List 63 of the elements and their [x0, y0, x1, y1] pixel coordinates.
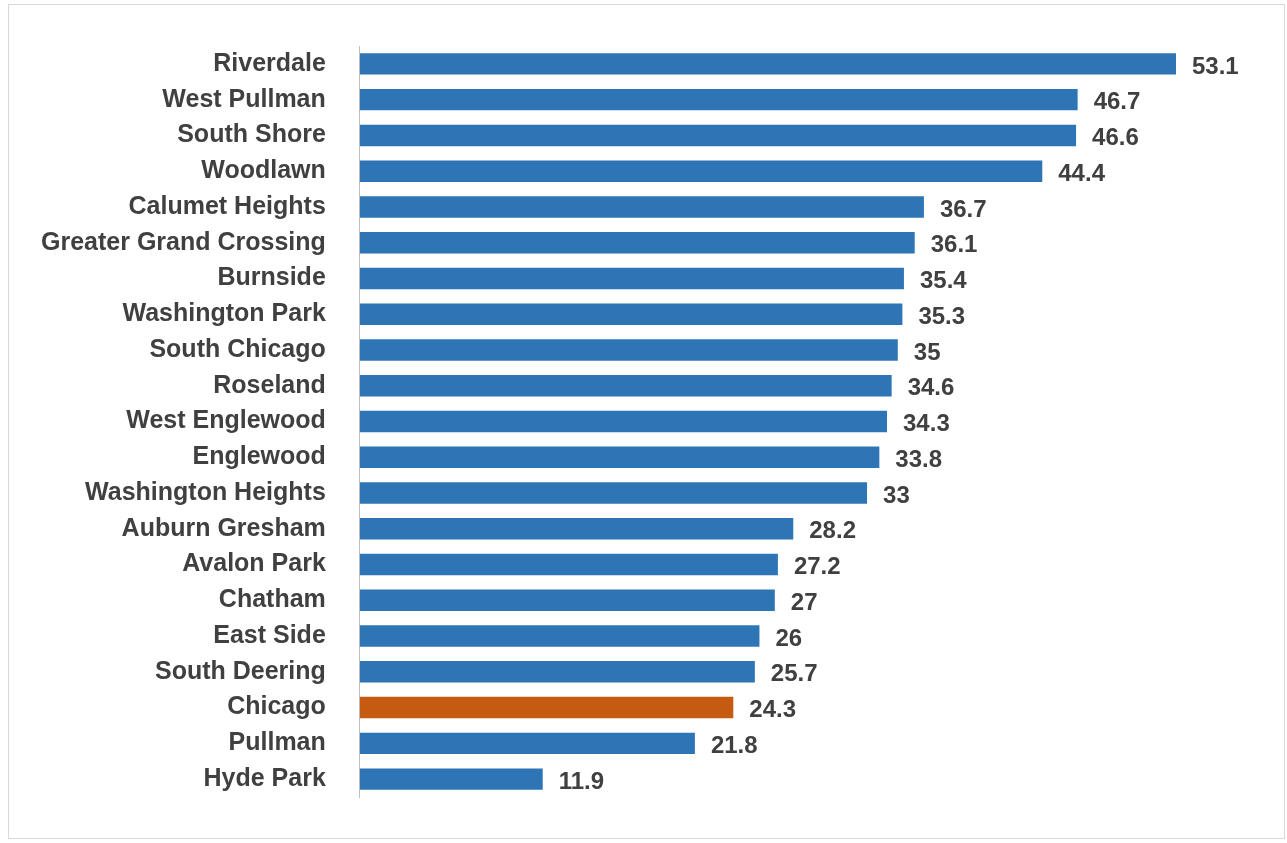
y-tick-label: Washington Heights [85, 476, 326, 505]
y-tick-label: Greater Grand Crossing [40, 226, 326, 255]
y-tick-label: South Chicago [149, 333, 326, 362]
bar [359, 625, 760, 647]
data-label: 34.3 [903, 409, 950, 437]
bar [359, 410, 888, 433]
bar [359, 196, 924, 218]
y-tick-label: Auburn Gresham [121, 512, 326, 541]
bar [359, 303, 903, 325]
data-label: 27.2 [793, 552, 841, 580]
bar [359, 661, 755, 683]
data-label: 44.4 [1058, 158, 1106, 186]
data-label: 25.7 [770, 659, 818, 687]
y-tick-label: Chatham [218, 584, 326, 613]
bar [359, 446, 880, 468]
data-label: 46.7 [1093, 87, 1141, 115]
data-label: 36.7 [939, 194, 987, 222]
data-label: 34.6 [907, 373, 955, 401]
data-label: 53.1 [1192, 51, 1239, 79]
y-tick-label: Riverdale [213, 47, 326, 76]
data-label: 35.3 [918, 301, 966, 329]
data-label: 35.4 [919, 266, 968, 294]
bar [359, 339, 898, 361]
data-label: 24.3 [749, 695, 797, 723]
y-tick-label: Washington Park [122, 298, 326, 327]
data-label: 21.8 [710, 730, 758, 758]
data-label: 11.9 [558, 766, 605, 794]
data-label: 36.1 [930, 230, 978, 258]
y-tick-label: Englewood [192, 441, 326, 470]
bar [359, 267, 904, 290]
bar [359, 696, 734, 719]
y-tick-label: Calumet Heights [128, 190, 326, 219]
y-tick-label: South Deering [154, 655, 326, 684]
y-tick-label: West Pullman [162, 83, 326, 112]
bar [359, 53, 1176, 75]
data-label: 35 [913, 337, 941, 365]
bar [359, 589, 775, 612]
bar [359, 768, 543, 790]
y-tick-label: East Side [213, 619, 326, 648]
y-tick-label: Roseland [213, 369, 326, 398]
data-label: 46.6 [1092, 123, 1139, 151]
data-label: 33.8 [895, 444, 943, 472]
bar [359, 375, 892, 397]
y-tick-label: Burnside [217, 262, 326, 291]
bar [359, 482, 868, 504]
bar [359, 518, 794, 540]
bar [359, 124, 1077, 147]
data-label: 28.2 [809, 516, 856, 544]
bar [359, 88, 1078, 111]
y-tick-label: Pullman [228, 727, 326, 756]
y-tick-label: South Shore [177, 119, 326, 148]
bar [359, 231, 915, 254]
data-label: 27 [790, 587, 818, 615]
bar [359, 160, 1043, 182]
bar [359, 553, 778, 576]
data-label: 33 [883, 480, 910, 508]
y-tick-label: Hyde Park [203, 763, 326, 792]
data-label: 26 [775, 623, 803, 651]
bar [359, 732, 695, 755]
y-tick-label: Avalon Park [182, 548, 326, 577]
y-tick-label: Woodlawn [201, 155, 326, 184]
y-tick-label: West Englewood [126, 405, 326, 434]
y-tick-label: Chicago [227, 691, 326, 720]
